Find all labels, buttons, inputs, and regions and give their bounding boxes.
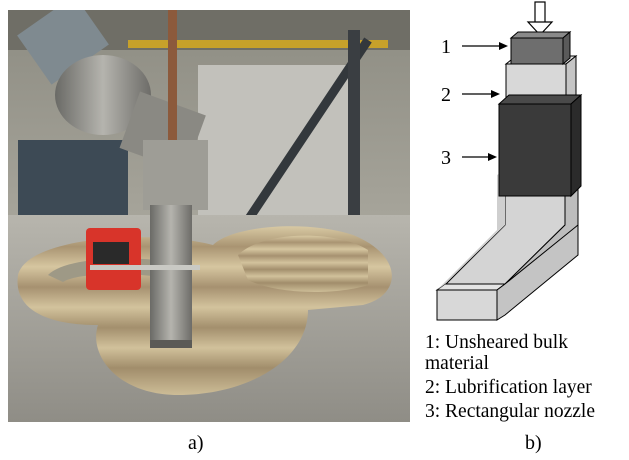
schematic-svg (435, 1, 583, 321)
printed-loop-back (238, 235, 368, 292)
printing-scene (8, 10, 410, 422)
nozzle-channel (435, 158, 579, 321)
callout-2-arrow (462, 90, 500, 98)
caption-b: b) (525, 432, 542, 454)
machine-left (18, 140, 128, 220)
rectangular-nozzle (497, 93, 583, 198)
wall-panel (198, 65, 348, 225)
callout-3-arrow (462, 153, 497, 161)
callout-1-label: 1 (441, 36, 451, 58)
caption-a: a) (188, 432, 204, 454)
legend-item-2: 2: Lubrification layer (425, 377, 592, 398)
input-arrow (526, 1, 554, 36)
nozzle (150, 205, 192, 345)
steel-column (348, 30, 360, 250)
sensor-device (86, 228, 200, 290)
nozzle-tip (150, 340, 192, 348)
callout-1-arrow (462, 42, 508, 50)
robot-arm (17, 10, 208, 210)
legend-item-1: 1: Unsheared bulk (425, 332, 568, 353)
nozzle-schematic (420, 0, 629, 400)
crane-beam (128, 40, 388, 48)
hose (168, 10, 177, 180)
callout-3-label: 3 (441, 147, 451, 169)
printing-photo (8, 10, 410, 422)
bulk-material (509, 30, 572, 66)
callout-2-label: 2 (441, 84, 451, 106)
legend-item-3: 3: Rectangular nozzle (425, 401, 596, 422)
legend-item-1-cont: material (425, 353, 489, 374)
